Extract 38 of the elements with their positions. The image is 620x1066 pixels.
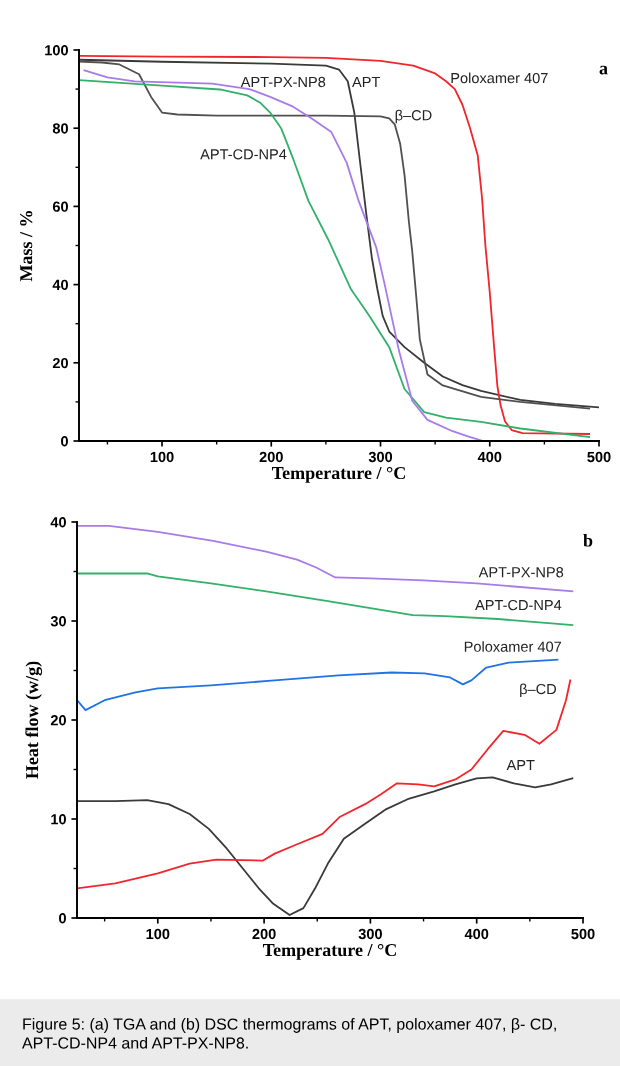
x-axis-title: Temperature / °C — [271, 466, 405, 483]
text: a — [599, 65, 608, 75]
x-tick-label: 300 — [368, 451, 393, 463]
x-tick-label: 100 — [146, 928, 170, 940]
series-label: APT-CD-NP4 — [200, 149, 287, 160]
y-axis-title: Heat flow (w/g) — [25, 661, 43, 779]
x-tick-label: 400 — [477, 451, 502, 463]
series-label: β–CD — [520, 683, 556, 698]
x-tick-label: 500 — [587, 451, 611, 463]
x-axis-title: Temperature / °C — [262, 943, 396, 960]
series-label: Poloxamer 407 — [451, 72, 548, 84]
caption: Figure 5: (a) TGA and (b) DSC thermograms of APT, poloxamer 407, β- CD, APT-CD-NP4 and APT-PX-NP8. — [22, 1018, 556, 1049]
series-label: Poloxamer 407 — [464, 641, 562, 652]
y-tick-label: 80 — [52, 123, 68, 134]
series-label: APT-PX-NP8 — [240, 76, 326, 88]
series-label: APT — [352, 76, 381, 88]
y-tick-label: 0 — [59, 913, 66, 924]
x-tick-label: 200 — [252, 928, 276, 940]
series-label: APT-CD-NP4 — [475, 599, 562, 611]
series-label: APT — [506, 760, 535, 771]
series-label: β–CD — [395, 109, 432, 124]
y-tick-label: 30 — [50, 616, 66, 627]
x-tick-label: 400 — [464, 928, 489, 940]
y-axis-title: Mass / % — [20, 211, 33, 282]
y-tick-label: 10 — [51, 814, 66, 825]
y-tick-label: 40 — [50, 517, 66, 528]
x-tick-label: 100 — [150, 451, 174, 463]
y-tick-label: 40 — [52, 279, 68, 291]
x-tick-label: 200 — [259, 451, 283, 463]
text: b — [583, 533, 593, 547]
y-tick-label: 60 — [52, 201, 68, 212]
x-tick-label: 300 — [358, 928, 382, 940]
y-tick-label: 0 — [61, 436, 68, 447]
series-label: APT-PX-NP8 — [478, 567, 564, 578]
x-tick-label: 500 — [571, 928, 595, 940]
y-tick-label: 20 — [52, 357, 68, 369]
y-tick-label: 100 — [45, 45, 68, 56]
y-tick-label: 20 — [50, 715, 66, 726]
